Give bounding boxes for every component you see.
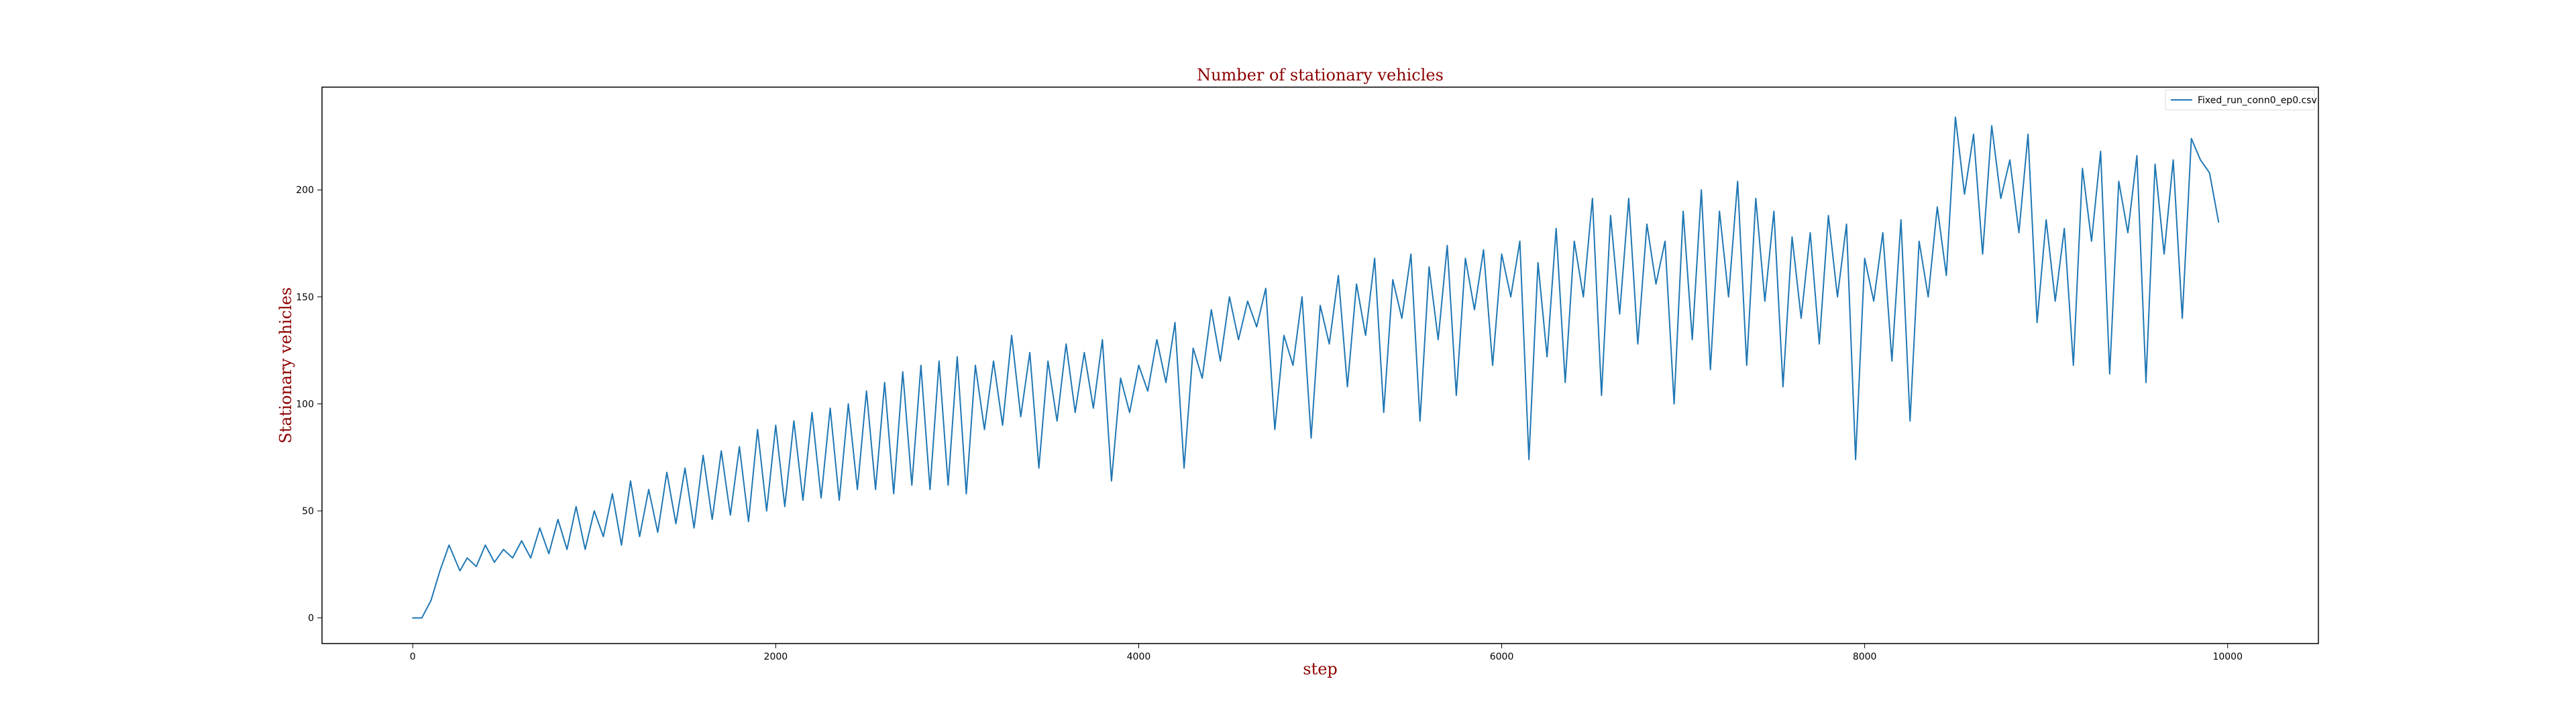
y-tick-label: 0 [308,613,314,624]
x-axis-ticks: 0 2000 4000 6000 8000 10000 [410,644,2243,662]
x-tick-label: 8000 [1853,652,1877,662]
y-axis-title: Stationary vehicles [276,287,295,443]
legend-box [2165,89,2315,111]
series-layer [412,116,2220,619]
legend-label: Fixed_run_conn0_ep0.csv [2198,95,2317,106]
x-tick-label: 0 [410,652,416,662]
legend: Fixed_run_conn0_ep0.csv [2165,89,2317,111]
series-line-0 [412,116,2220,619]
plot-area [321,86,2319,644]
y-tick-label: 100 [296,399,314,410]
x-tick-label: 6000 [1490,652,1514,662]
x-axis-title: step [1303,660,1338,678]
y-tick-label: 200 [296,185,314,196]
chart-title: Number of stationary vehicles [1197,66,1444,84]
x-tick-label: 10000 [2212,652,2243,662]
y-tick-label: 50 [302,506,314,517]
y-axis-ticks: 0 50 100 150 200 [296,185,322,624]
x-tick-label: 2000 [764,652,788,662]
y-tick-label: 150 [296,292,314,303]
x-tick-label: 4000 [1127,652,1151,662]
